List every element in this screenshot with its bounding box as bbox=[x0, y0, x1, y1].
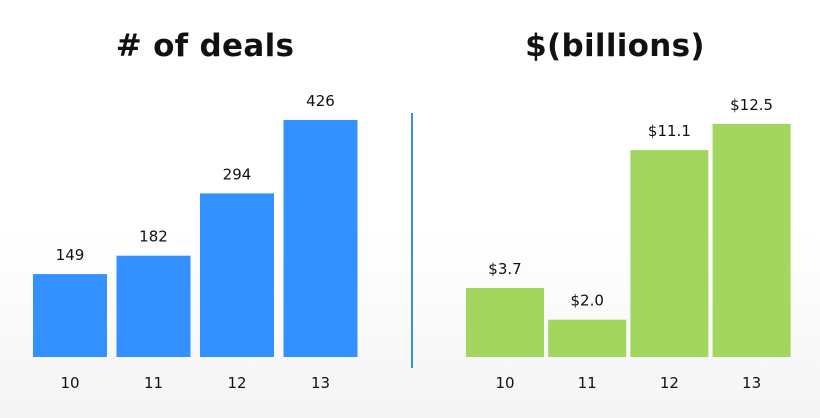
deal-tick-label-13: 13 bbox=[311, 374, 330, 392]
billion-tick-label-10: 10 bbox=[495, 374, 514, 392]
deal-tick-label-12: 12 bbox=[227, 374, 246, 392]
billion-bar-12 bbox=[630, 150, 709, 357]
billion-value-label-12: $11.1 bbox=[648, 122, 691, 140]
billion-tick-label-11: 11 bbox=[578, 374, 597, 392]
deal-bar-11 bbox=[116, 255, 191, 357]
deals-chart-title: # of deals bbox=[115, 28, 295, 64]
deal-value-label-13: 426 bbox=[306, 92, 335, 110]
billions-chart-panel: $(billions) $3.7 10 $2.0 11 $11.1 12 $12.5 13 bbox=[410, 0, 820, 418]
deal-bar-10 bbox=[33, 274, 107, 357]
billion-tick-label-13: 13 bbox=[742, 374, 761, 392]
deals-chart: 149 10 182 11 294 12 426 13 bbox=[33, 92, 358, 392]
deal-value-label-10: 149 bbox=[56, 246, 85, 264]
billion-value-label-13: $12.5 bbox=[730, 96, 773, 114]
deal-value-label-12: 294 bbox=[223, 165, 252, 183]
billions-chart: $3.7 10 $2.0 11 $11.1 12 $12.5 13 bbox=[466, 96, 791, 392]
billion-bar-13 bbox=[712, 124, 791, 357]
deal-tick-label-10: 10 bbox=[60, 374, 79, 392]
billion-bar-11 bbox=[548, 319, 627, 357]
deal-bar-12 bbox=[200, 193, 274, 357]
billions-chart-title: $(billions) bbox=[525, 28, 705, 64]
billion-tick-label-12: 12 bbox=[660, 374, 679, 392]
billion-value-label-10: $3.7 bbox=[488, 260, 521, 278]
deals-chart-panel: # of deals 149 10 182 11 294 12 426 13 bbox=[33, 28, 358, 392]
panel-divider bbox=[411, 113, 413, 368]
billion-bar-10 bbox=[466, 288, 544, 357]
billion-value-label-11: $2.0 bbox=[570, 292, 603, 310]
deal-bar-13 bbox=[283, 120, 358, 357]
deal-value-label-11: 182 bbox=[139, 228, 168, 246]
deal-tick-label-11: 11 bbox=[144, 374, 163, 392]
